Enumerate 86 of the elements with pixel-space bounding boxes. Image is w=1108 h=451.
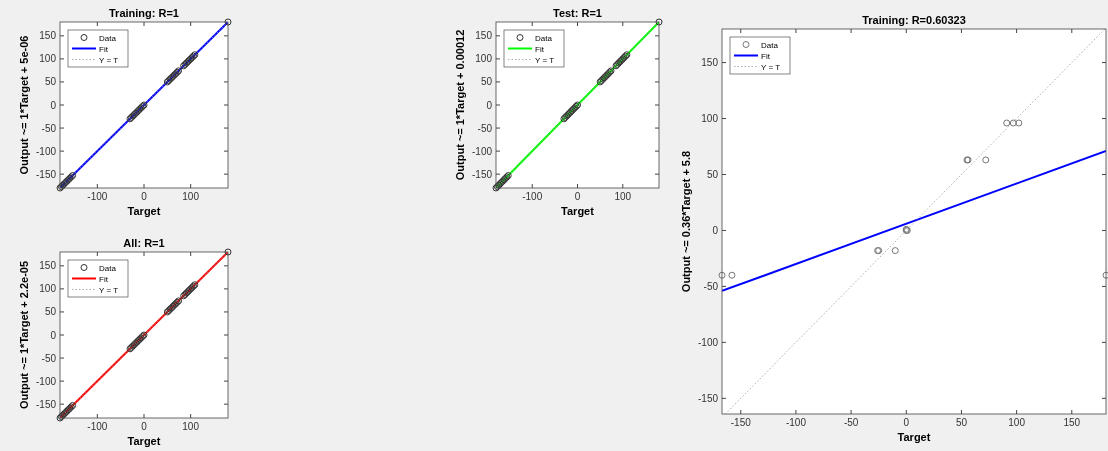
- point: [982, 156, 990, 164]
- legend-label: Data: [99, 33, 117, 43]
- point: [728, 271, 736, 279]
- point: [224, 18, 232, 26]
- point: [718, 271, 726, 279]
- point: [180, 292, 188, 300]
- point: [1015, 119, 1023, 127]
- x-tick-label: 100: [182, 191, 200, 202]
- y-tick-label: 0: [50, 329, 57, 341]
- y-tick-label: 150: [39, 260, 57, 272]
- y-tick-label: -150: [35, 398, 57, 410]
- x-tick-label: -50: [843, 417, 859, 428]
- point: [891, 247, 899, 255]
- y-tick-label: 0: [486, 99, 493, 111]
- legend-label: Fit: [99, 44, 109, 54]
- point: [1102, 271, 1108, 279]
- y-tick-label: 100: [701, 113, 719, 125]
- y-tick-label: 50: [44, 76, 57, 88]
- legend-label: Y = T: [761, 62, 781, 72]
- x-axis-title: Target: [897, 431, 931, 443]
- y-tick-label: 150: [39, 30, 57, 42]
- point: [69, 402, 77, 410]
- chart-title: Test: R=1: [552, 7, 603, 19]
- point: [617, 56, 625, 64]
- y-tick-label: -150: [471, 168, 493, 180]
- y-tick-label: -50: [41, 352, 57, 364]
- x-tick-label: -100: [785, 417, 807, 428]
- y-tick-label: -50: [477, 122, 493, 134]
- y-axis-title: Output ~= 1*Target + 0.00012: [454, 29, 466, 181]
- point: [180, 62, 188, 70]
- y-tick-label: -100: [35, 145, 57, 157]
- x-tick-label: -100: [87, 421, 108, 432]
- y-tick-label: 0: [50, 99, 57, 111]
- point: [565, 109, 573, 117]
- x-tick-label: 150: [1063, 417, 1081, 428]
- y-tick-label: 50: [480, 76, 493, 88]
- x-tick-label: -100: [87, 191, 108, 202]
- y-tick-label: 0: [712, 224, 719, 236]
- y-tick-label: -100: [471, 145, 493, 157]
- legend-label: Fit: [761, 51, 771, 61]
- x-tick-label: 0: [903, 417, 910, 428]
- point: [1003, 119, 1011, 127]
- y-tick-label: 150: [701, 57, 719, 69]
- x-tick-label: 0: [574, 191, 581, 202]
- point: [1009, 119, 1017, 127]
- legend-label: Data: [99, 263, 117, 273]
- x-tick-label: 50: [955, 417, 968, 428]
- y-axis-title: Output ~= 0.36*Target + 5.8: [680, 150, 692, 293]
- y-tick-label: -150: [35, 168, 57, 180]
- point: [655, 18, 663, 26]
- legend-label: Y = T: [99, 55, 119, 65]
- legend-label: Data: [535, 33, 553, 43]
- chart-title: Training: R=0.60323: [862, 14, 966, 26]
- chart-title: All: R=1: [123, 237, 165, 249]
- y-tick-label: -50: [703, 280, 719, 292]
- x-axis-title: Target: [127, 435, 161, 447]
- y-tick-label: 100: [39, 283, 57, 295]
- x-tick-label: 0: [141, 421, 148, 432]
- x-tick-label: 100: [614, 191, 632, 202]
- x-tick-label: 0: [141, 191, 148, 202]
- y-tick-label: 100: [39, 53, 57, 65]
- y-tick-label: 100: [475, 53, 493, 65]
- y-tick-label: 150: [475, 30, 493, 42]
- legend-label: Data: [761, 40, 779, 50]
- point: [69, 172, 77, 180]
- y-axis-title: Output ~= 1*Target + 5e-06: [18, 35, 30, 175]
- legend-label: Y = T: [99, 285, 119, 295]
- x-axis-title: Target: [127, 205, 161, 217]
- x-tick-label: 100: [182, 421, 200, 432]
- point: [224, 248, 232, 256]
- x-tick-label: -150: [730, 417, 752, 428]
- legend-label: Fit: [535, 44, 545, 54]
- legend-label: Y = T: [535, 55, 555, 65]
- x-tick-label: -100: [522, 191, 543, 202]
- legend-label: Fit: [99, 274, 109, 284]
- y-tick-label: -100: [697, 336, 719, 348]
- y-tick-label: 50: [44, 306, 57, 318]
- y-axis-title: Output ~= 1*Target + 2.2e-05: [18, 260, 30, 410]
- y-tick-label: -150: [697, 392, 719, 404]
- y-tick-label: -100: [35, 375, 57, 387]
- point: [497, 178, 505, 186]
- y-tick-label: -50: [41, 122, 57, 134]
- y-tick-label: 50: [706, 168, 719, 180]
- x-tick-label: 100: [1008, 417, 1026, 428]
- x-axis-title: Target: [561, 205, 595, 217]
- chart-title: Training: R=1: [109, 7, 179, 19]
